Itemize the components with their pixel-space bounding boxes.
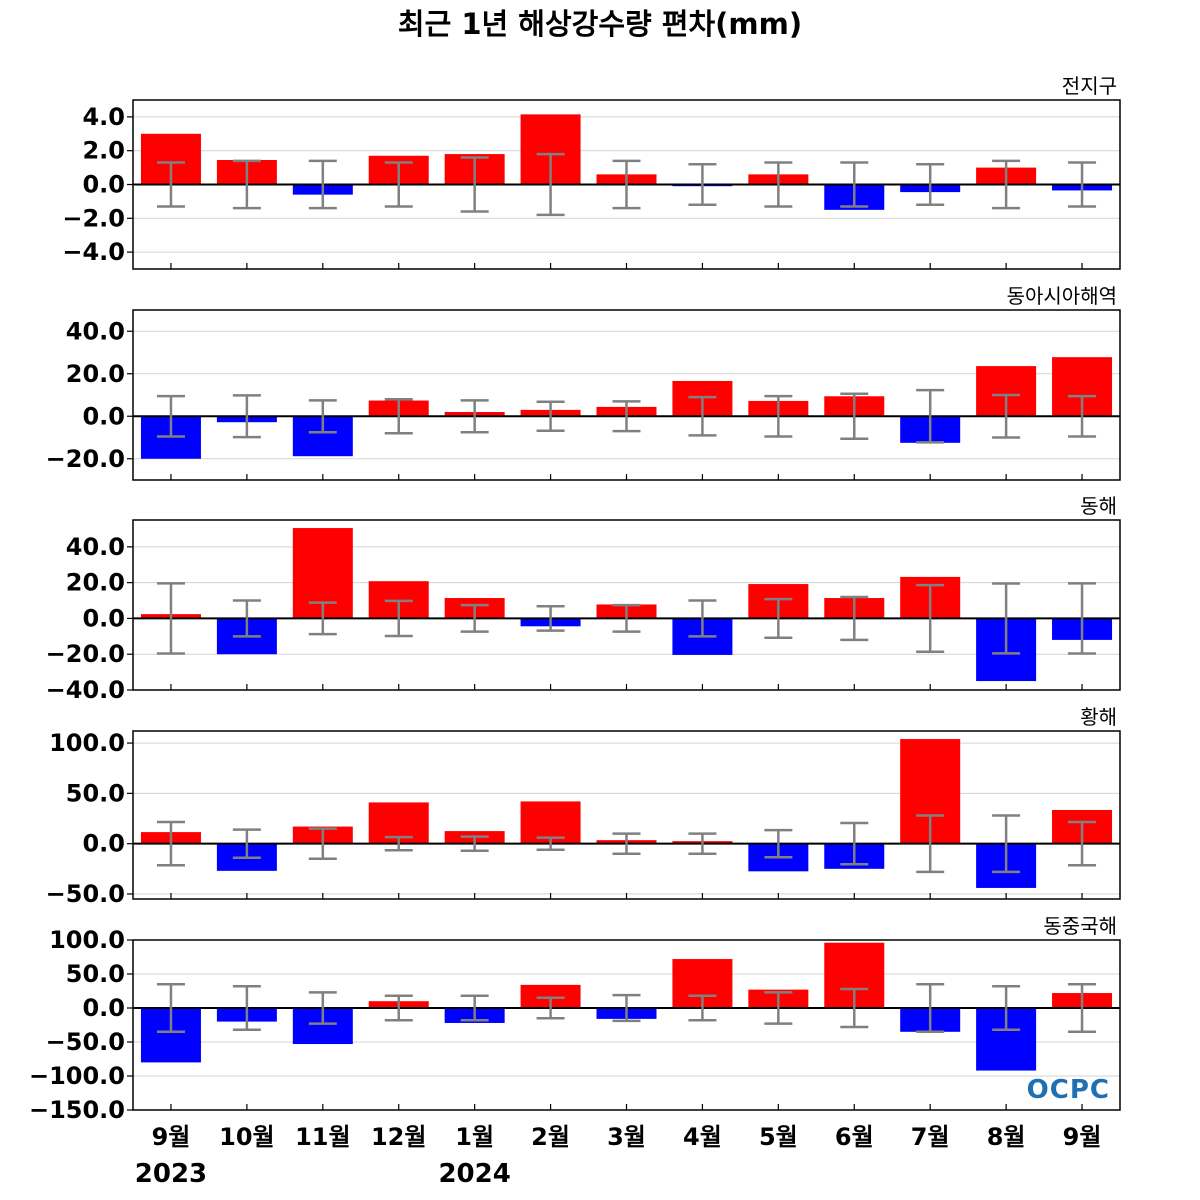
x-tick-label: 9월 [1063,1123,1102,1151]
y-tick-label: −2.0 [62,204,125,232]
y-tick-label: −40.0 [46,676,125,704]
y-tick-label: 0.0 [82,402,125,430]
panel-frame [132,730,1121,900]
ocpc-logo: OCPC [1027,1075,1110,1105]
y-tick-label: 20.0 [66,569,125,597]
region-label: 동해 [1080,494,1117,518]
panel-4: 100.0 50.0 0.0 −50.0 −100.0 −150.0 동중국해 [29,914,1121,1124]
bar [520,984,581,1008]
panel-frame [132,99,1121,270]
x-tick-label: 10월 [219,1123,274,1151]
y-tick-label: 0.0 [82,830,125,858]
y-tick-label: 40.0 [66,533,125,561]
chart-title: 최근 1년 해상강수량 편차(mm) [398,7,802,41]
x-tick-label: 2월 [531,1123,570,1151]
y-tick-label: 20.0 [66,360,125,388]
y-tick-label: −100.0 [29,1062,125,1090]
panel-0: 4.0 2.0 0.0 −2.0 −4.0 전지구 [62,74,1121,270]
y-tick-label: 4.0 [82,103,125,131]
x-tick-label: 7월 [911,1123,950,1151]
y-tick-label: 50.0 [66,779,125,807]
y-tick-label: −50.0 [46,880,125,908]
x-tick-label: 1월 [455,1123,494,1151]
y-tick-label: 0.0 [82,604,125,632]
x-tick-label: 8월 [987,1123,1026,1151]
y-tick-label: 100.0 [49,926,125,954]
x-tick-label: 11월 [295,1123,350,1151]
y-tick-label: 100.0 [49,729,125,757]
region-label: 동중국해 [1043,914,1117,938]
year-label: 2023 [135,1159,207,1189]
region-label: 황해 [1080,705,1117,729]
y-tick-label: −150.0 [29,1096,125,1124]
region-label: 전지구 [1062,74,1117,98]
panel-3: 100.0 50.0 0.0 −50.0 황해 [46,705,1121,908]
y-tick-label: −20.0 [46,640,125,668]
panel-frame [132,309,1121,481]
y-tick-label: −4.0 [62,238,125,266]
y-tick-label: 0.0 [82,171,125,199]
y-tick-label: 50.0 [66,960,125,988]
x-tick-label: 6월 [835,1123,874,1151]
x-tick-label: 4월 [683,1123,722,1151]
y-tick-label: 40.0 [66,317,125,345]
x-tick-label: 5월 [759,1123,798,1151]
year-label: 2024 [438,1159,510,1189]
y-tick-label: −50.0 [46,1028,125,1056]
panel-frame [132,939,1121,1111]
panel-2: 40.0 20.0 0.0 −20.0 −40.0 동해 [46,494,1121,704]
panel-frame [132,519,1121,691]
x-tick-label: 9월 [152,1123,191,1151]
region-label: 동아시아해역 [1007,284,1117,308]
y-tick-label: 0.0 [82,994,125,1022]
y-tick-label: 2.0 [82,137,125,165]
x-tick-label: 12월 [371,1123,426,1151]
x-tick-label: 3월 [607,1123,646,1151]
panel-1: 40.0 20.0 0.0 −20.0 동아시아해역 [46,284,1121,481]
y-tick-label: −20.0 [46,445,125,473]
